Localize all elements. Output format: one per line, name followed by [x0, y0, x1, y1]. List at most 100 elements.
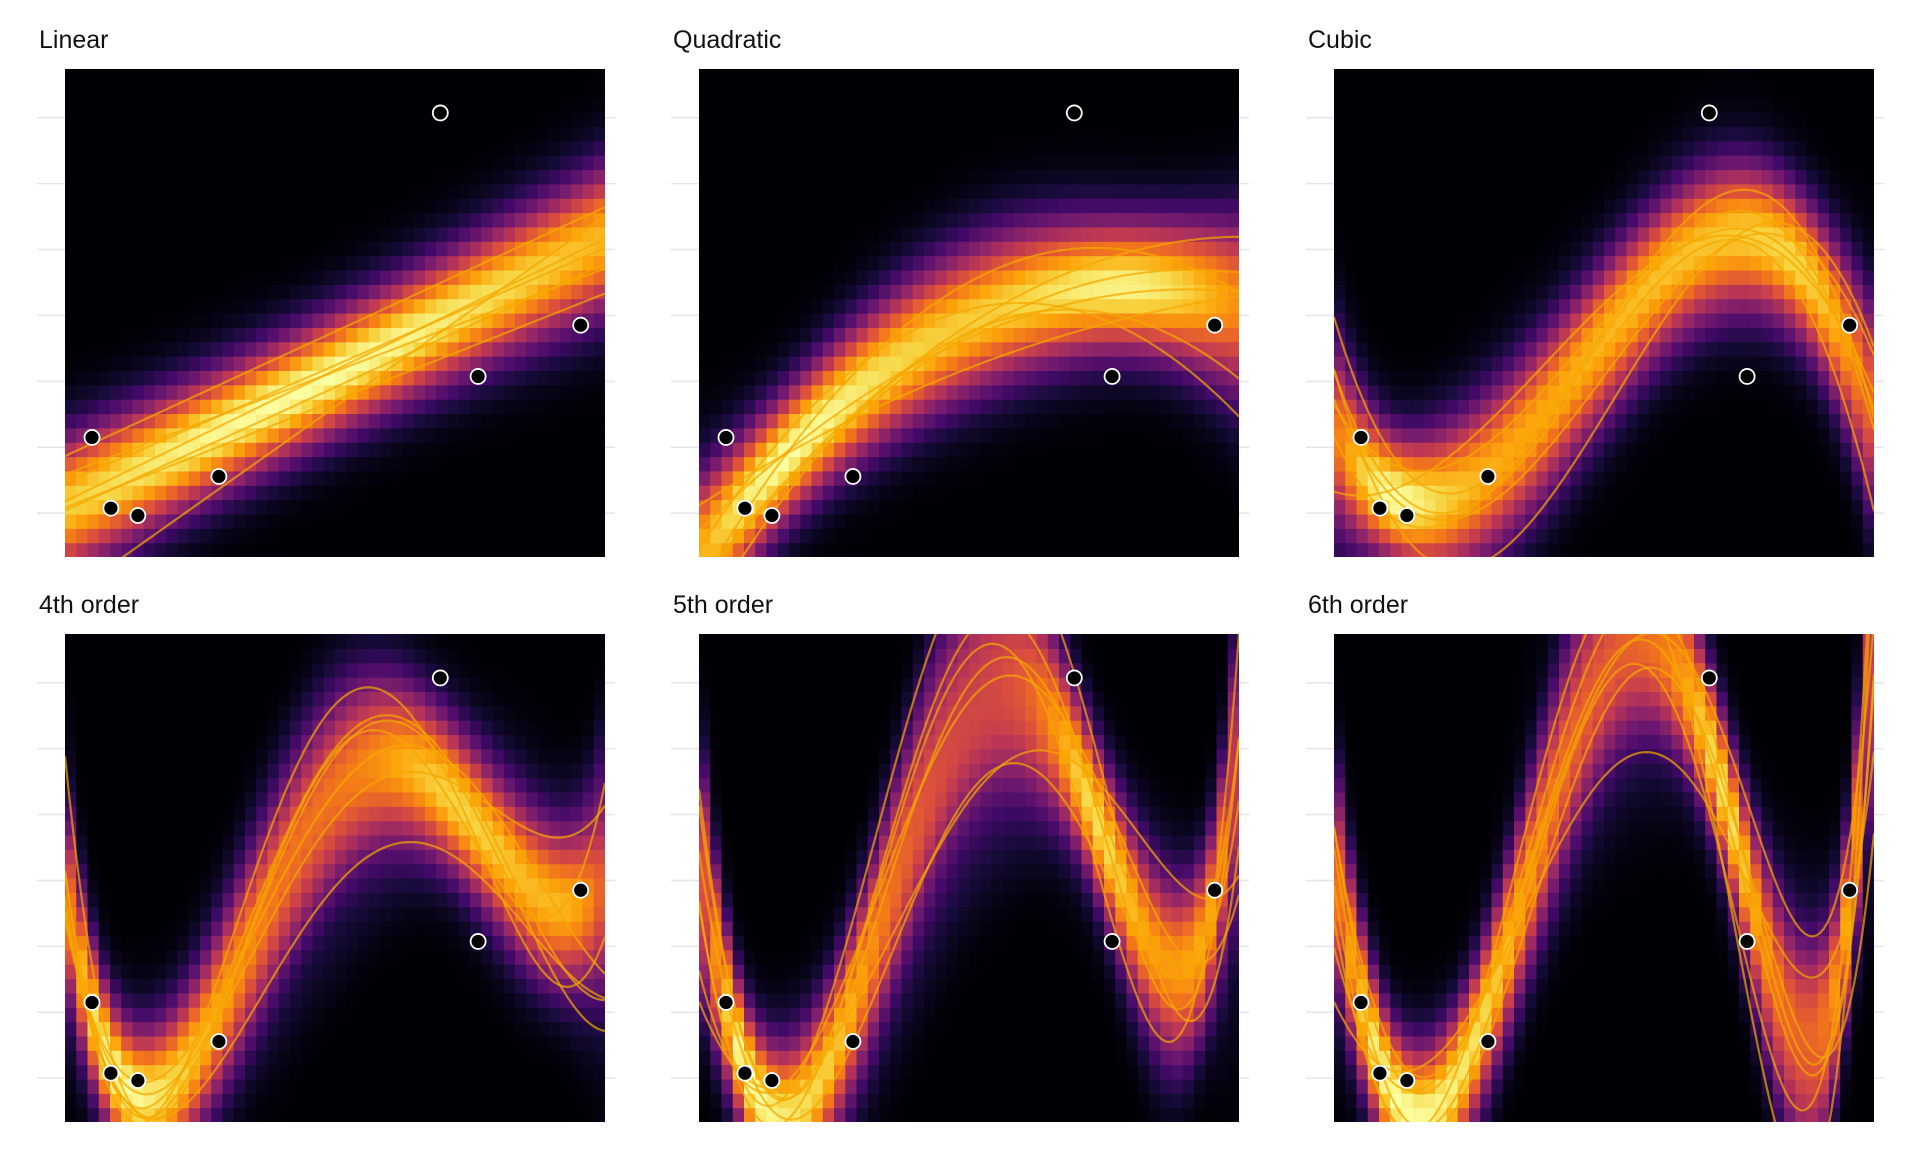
- heatmap-cell: [1379, 112, 1391, 128]
- heatmap-cell: [1615, 126, 1628, 142]
- heatmap-cell: [1081, 284, 1094, 300]
- heatmap-cell: [1401, 169, 1414, 185]
- heatmap-cell: [323, 298, 336, 314]
- heatmap-cell: [1739, 140, 1751, 156]
- heatmap-cell: [582, 83, 595, 99]
- heatmap-cell: [845, 513, 858, 529]
- heatmap-cell: [560, 528, 572, 544]
- heatmap-cell: [991, 327, 1004, 343]
- heatmap-cell: [1592, 313, 1605, 328]
- panel-3: [1306, 69, 1884, 557]
- heatmap-cell: [1446, 370, 1459, 386]
- heatmap-cell: [822, 399, 835, 415]
- heatmap-cell: [1795, 112, 1808, 128]
- heatmap-cell: [1171, 356, 1184, 372]
- heatmap-cell: [924, 513, 936, 529]
- heatmap-cell: [503, 542, 516, 557]
- heatmap-cell: [1182, 470, 1195, 486]
- heatmap-cell: [65, 327, 77, 343]
- heatmap-cell: [946, 442, 959, 458]
- heatmap-cell: [458, 126, 471, 142]
- heatmap-cell: [1649, 284, 1661, 300]
- heatmap-cell: [811, 155, 824, 171]
- heatmap-cell: [1412, 313, 1425, 328]
- heatmap-cell: [357, 112, 370, 128]
- heatmap-cell: [1036, 485, 1049, 501]
- heatmap-cell: [834, 169, 846, 185]
- heatmap-cell: [1390, 212, 1403, 228]
- heatmap-cell: [582, 485, 595, 501]
- heatmap-cell: [290, 456, 302, 472]
- fit-curve: [741, 308, 1239, 557]
- heatmap-cell: [1390, 97, 1403, 113]
- heatmap-cell: [560, 456, 572, 472]
- heatmap-cell: [357, 485, 370, 501]
- heatmap-cell: [924, 442, 936, 458]
- heatmap-cell: [1356, 212, 1369, 228]
- heatmap-cell: [1081, 313, 1094, 328]
- heatmap-cell: [1727, 126, 1740, 142]
- heatmap-cell: [822, 97, 835, 113]
- heatmap-cell: [87, 69, 100, 84]
- heatmap-cell: [1194, 442, 1206, 458]
- heatmap-cell: [1334, 284, 1346, 300]
- heatmap-cell: [515, 341, 527, 357]
- heatmap-cell: [879, 485, 891, 501]
- heatmap-cell: [1446, 413, 1459, 429]
- heatmap-cell: [1784, 83, 1796, 99]
- heatmap-cell: [1784, 442, 1796, 458]
- heatmap-cell: [1502, 442, 1515, 458]
- heatmap-cell: [526, 198, 539, 214]
- heatmap-cell: [1390, 485, 1403, 501]
- heatmap-cell: [593, 399, 605, 415]
- heatmap-cell: [267, 499, 280, 515]
- heatmap-cell: [1047, 255, 1060, 271]
- heatmap-cell: [1446, 542, 1459, 557]
- heatmap-cell: [777, 83, 790, 99]
- heatmap-cell: [924, 126, 936, 142]
- heatmap-cell: [1171, 169, 1184, 185]
- heatmap-cell: [856, 513, 869, 529]
- heatmap-cell: [1070, 83, 1083, 99]
- heatmap-cell: [222, 442, 235, 458]
- heatmap-cell: [380, 413, 392, 429]
- heatmap-cell: [1592, 241, 1605, 257]
- heatmap-cell: [1412, 126, 1425, 142]
- heatmap-cell: [1025, 155, 1038, 171]
- heatmap-cell: [811, 456, 824, 472]
- heatmap-cell: [98, 542, 111, 557]
- heatmap-cell: [425, 255, 437, 271]
- heatmap-cell: [380, 241, 392, 257]
- heatmap-cell: [1412, 69, 1425, 84]
- heatmap-cell: [335, 542, 347, 557]
- heatmap-cell: [166, 269, 179, 285]
- heatmap-cell: [526, 485, 539, 501]
- heatmap-cell: [1604, 241, 1616, 257]
- heatmap-cell: [1817, 485, 1830, 501]
- heatmap-cell: [1367, 399, 1380, 415]
- heatmap-cell: [1104, 456, 1116, 472]
- heatmap-cell: [1581, 83, 1594, 99]
- heatmap-cell: [492, 269, 505, 285]
- heatmap-cell: [1047, 155, 1060, 171]
- heatmap-cell: [710, 241, 723, 257]
- heatmap-cell: [766, 226, 779, 242]
- heatmap-cell: [1081, 513, 1094, 529]
- heatmap-cell: [1547, 456, 1560, 472]
- heatmap-cell: [425, 169, 437, 185]
- heatmap-cell: [1025, 528, 1038, 544]
- heatmap-cell: [1345, 140, 1358, 156]
- heatmap-cell: [87, 470, 100, 486]
- heatmap-cell: [732, 169, 745, 185]
- heatmap-cell: [946, 126, 959, 142]
- heatmap-cell: [1682, 384, 1695, 400]
- heatmap-cell: [969, 456, 981, 472]
- heatmap-cell: [1626, 69, 1639, 84]
- heatmap-cell: [1182, 528, 1195, 544]
- heatmap-cell: [1137, 69, 1150, 84]
- heatmap-cell: [1615, 528, 1628, 544]
- heatmap-cell: [1227, 97, 1239, 113]
- heatmap-cell: [1149, 155, 1161, 171]
- heatmap-cell: [1491, 112, 1504, 128]
- heatmap-cell: [744, 269, 756, 285]
